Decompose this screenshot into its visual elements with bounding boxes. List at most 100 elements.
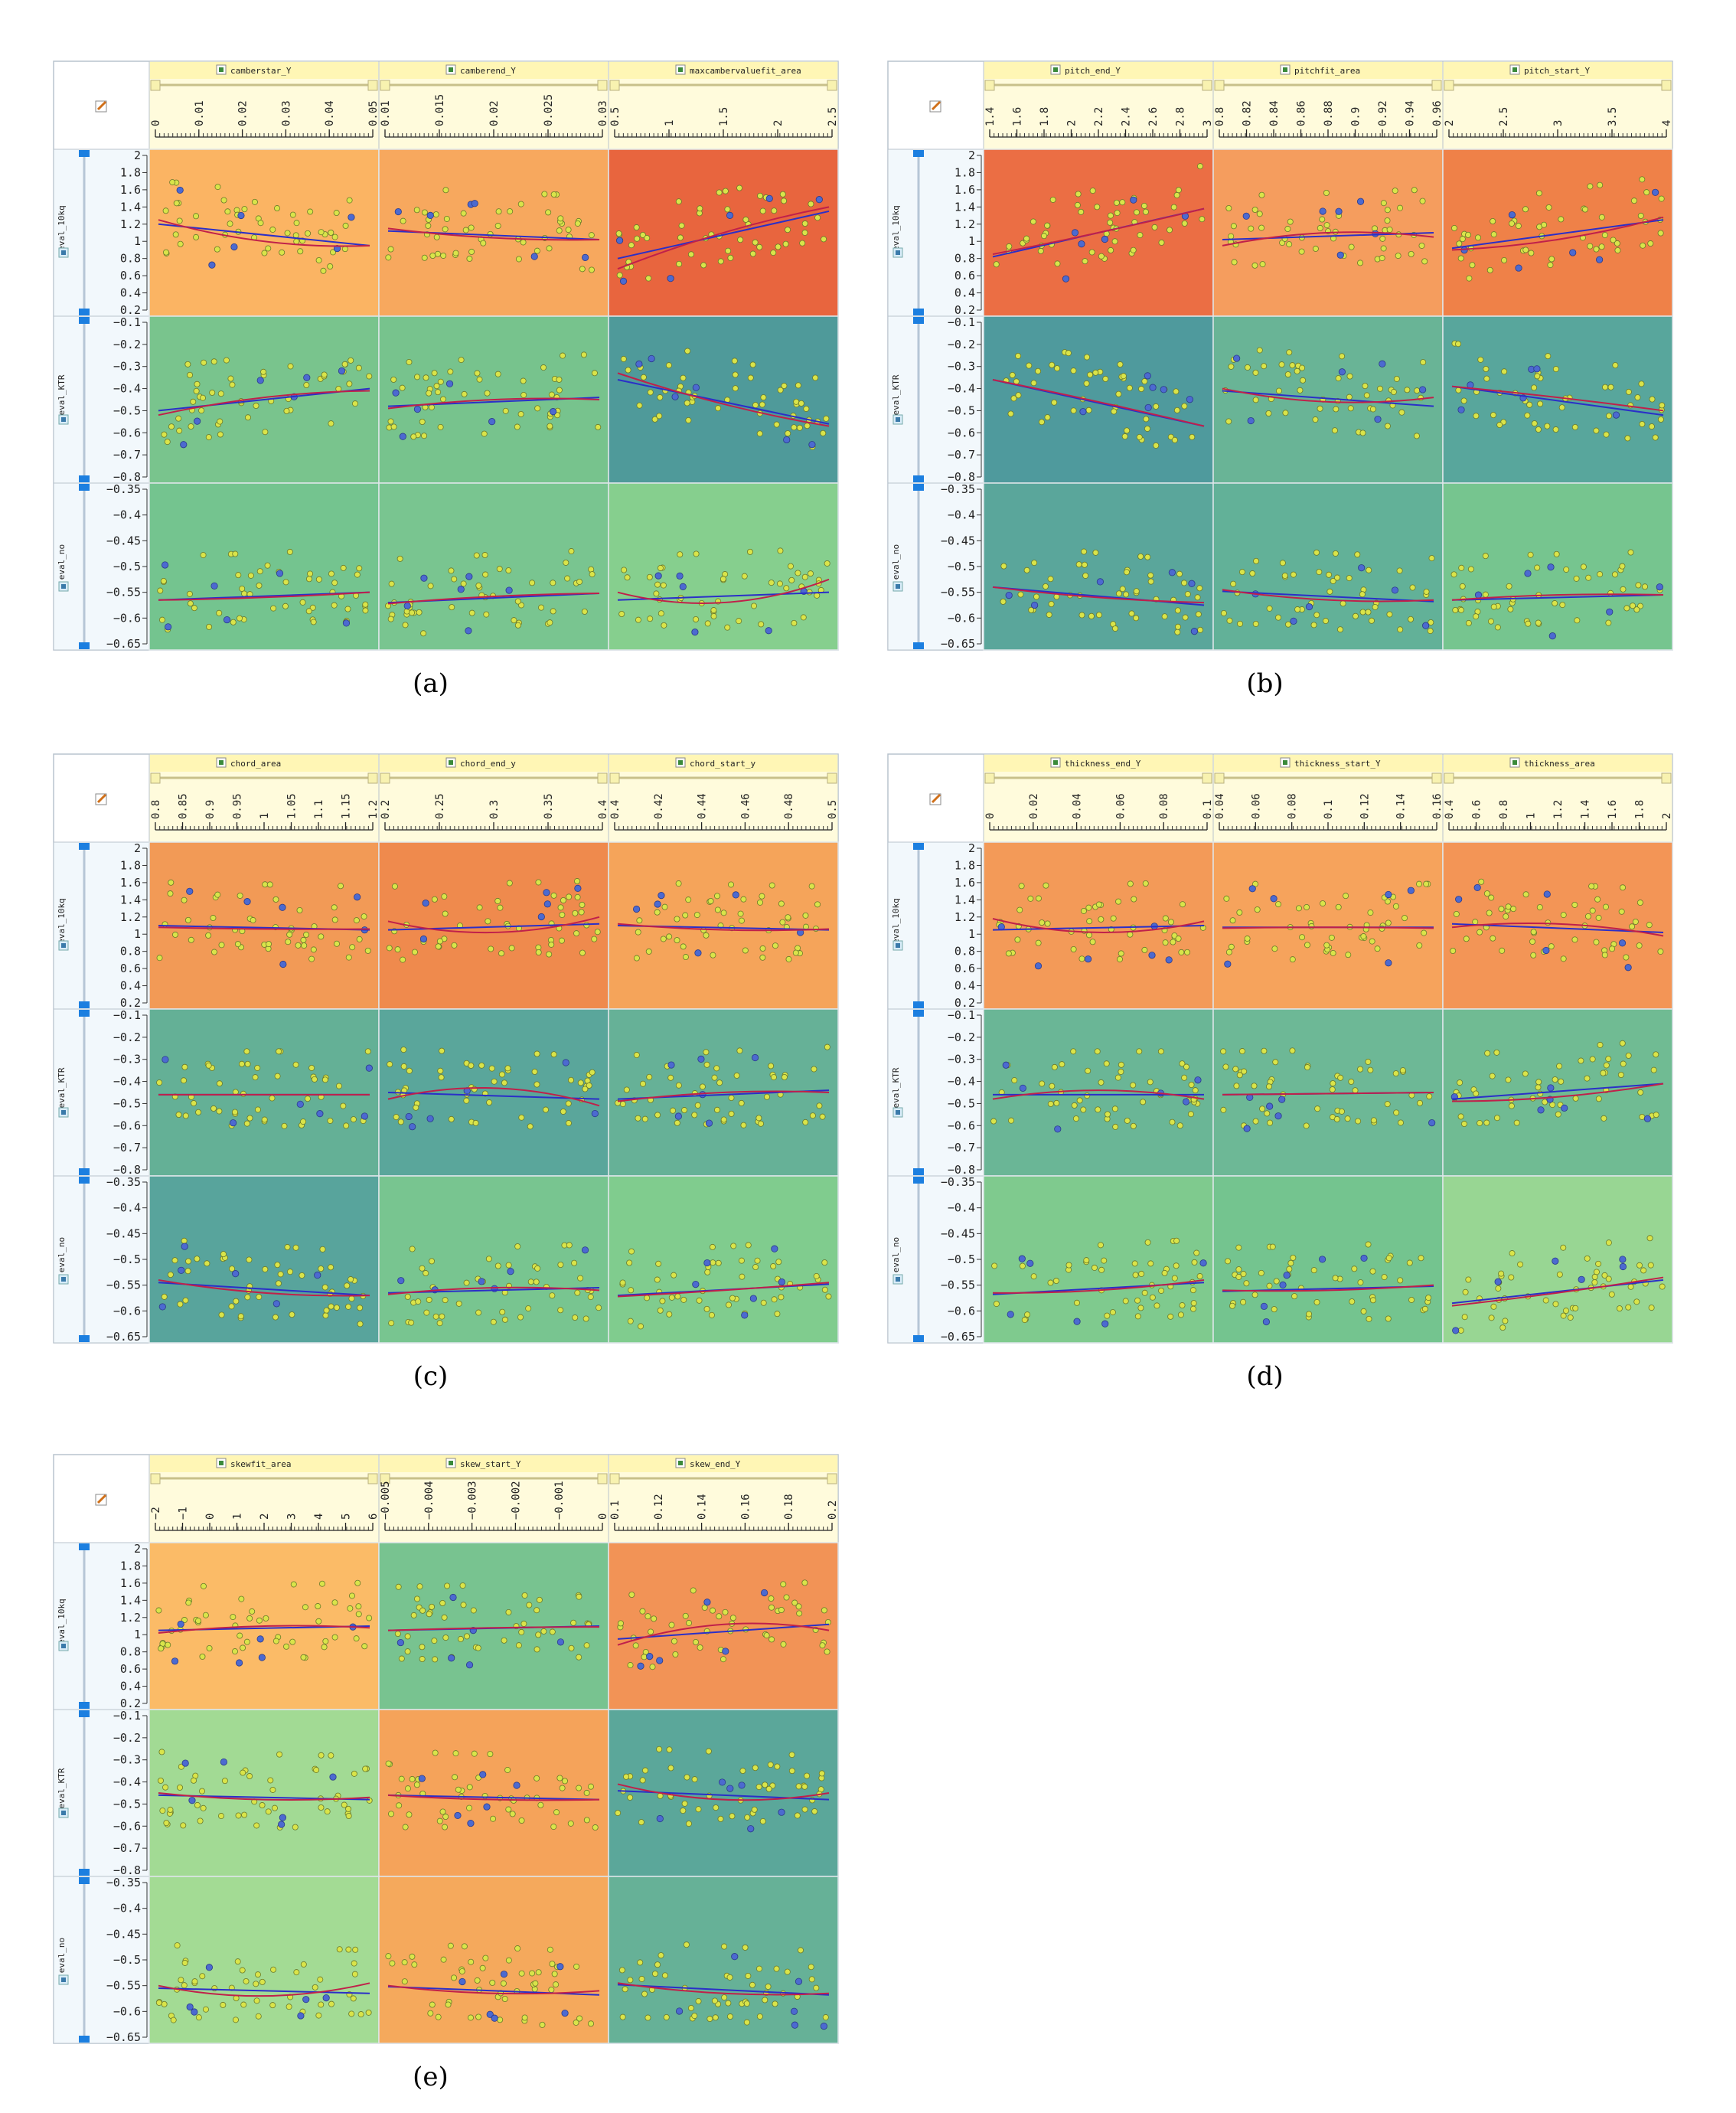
scatter-cell[interactable] [983,1008,1214,1177]
scatter-cell[interactable] [983,1175,1214,1344]
scatter-cell-bg[interactable] [1212,482,1444,651]
scatter-cell-bg[interactable] [1212,315,1444,484]
scatter-cell[interactable] [1212,482,1444,651]
scatter-cell[interactable] [1212,1008,1444,1177]
scatter-cell-bg[interactable] [1442,482,1673,651]
column-variable-icon-glyph[interactable] [678,1461,683,1465]
scatter-cell-bg[interactable] [608,482,839,651]
range-slider-handle-left[interactable] [1214,772,1225,784]
row-variable-icon[interactable] [892,1274,903,1285]
edit-icon[interactable] [95,100,107,113]
scatter-cell-bg[interactable] [983,482,1214,651]
scatter-cell[interactable] [378,1709,609,1877]
row-variable-icon-glyph[interactable] [61,1811,66,1815]
row-variable-icon[interactable] [58,247,69,258]
y-range-slider-handle-top[interactable] [79,1010,90,1017]
scatter-cell[interactable] [608,1175,839,1344]
scatter-cell[interactable] [1212,149,1444,317]
row-variable-icon[interactable] [58,1107,69,1118]
range-slider-handle-left[interactable] [1444,772,1454,784]
y-range-slider-handle-top[interactable] [913,1010,924,1017]
scatter-cell-bg[interactable] [1442,149,1673,317]
scatter-cell[interactable] [148,1876,380,2044]
edit-icon-pencil[interactable] [931,100,941,111]
range-slider-handle-left[interactable] [609,772,620,784]
edit-icon[interactable] [95,1494,107,1506]
column-variable-icon[interactable] [675,1458,686,1468]
column-variable-icon-glyph[interactable] [219,1461,224,1465]
y-range-slider-handle-top[interactable] [79,843,90,850]
range-slider-handle-right[interactable] [1202,80,1212,91]
row-variable-icon-glyph[interactable] [896,943,900,948]
column-variable-icon[interactable] [216,757,227,768]
scatter-cell-bg[interactable] [608,1175,839,1344]
scatter-cell[interactable] [148,315,380,484]
row-variable-icon-glyph[interactable] [61,584,66,589]
scatter-cell-bg[interactable] [1212,841,1444,1010]
row-variable-icon[interactable] [58,414,69,425]
edit-icon[interactable] [95,793,107,805]
scatter-cell[interactable] [378,1876,609,2044]
range-slider-handle-right[interactable] [367,80,378,91]
scatter-cell-bg[interactable] [1212,1175,1444,1344]
y-range-slider-handle-top[interactable] [913,317,924,324]
y-range-slider-handle-top[interactable] [79,1877,90,1884]
range-slider-handle-right[interactable] [1661,80,1672,91]
range-slider-handle-left[interactable] [150,80,161,91]
range-slider-handle-right[interactable] [1661,772,1672,784]
scatter-cell[interactable] [1442,315,1673,484]
scatter-cell[interactable] [1212,1175,1444,1344]
y-range-slider-handle-bottom[interactable] [913,309,924,315]
y-range-slider-handle-top[interactable] [913,150,924,157]
y-range-slider-handle-top[interactable] [79,484,90,491]
scatter-cell-bg[interactable] [148,1709,380,1877]
row-variable-icon[interactable] [892,1107,903,1118]
range-slider-handle-right[interactable] [827,1473,837,1484]
row-variable-icon-glyph[interactable] [61,943,66,948]
scatter-cell[interactable] [608,1542,839,1710]
scatter-cell-bg[interactable] [378,1709,609,1877]
row-variable-icon[interactable] [58,581,69,592]
range-slider-handle-left[interactable] [380,1473,390,1484]
row-variable-icon-glyph[interactable] [896,250,900,255]
column-variable-icon[interactable] [216,1458,227,1468]
y-range-slider-handle-top[interactable] [79,317,90,324]
scatter-cell[interactable] [608,841,839,1010]
y-range-slider-handle-top[interactable] [79,1543,90,1550]
column-variable-icon[interactable] [675,64,686,75]
scatter-cell[interactable] [1442,482,1673,651]
y-range-slider-handle-top[interactable] [79,1710,90,1717]
row-variable-icon-glyph[interactable] [61,1110,66,1115]
y-range-slider-handle-bottom[interactable] [913,475,924,482]
range-slider-handle-left[interactable] [984,80,995,91]
y-range-slider-handle-bottom[interactable] [79,475,90,482]
column-variable-icon-glyph[interactable] [1053,67,1058,72]
scatter-cell[interactable] [148,149,380,317]
column-variable-icon[interactable] [216,64,227,75]
scatter-cell[interactable] [1212,315,1444,484]
column-variable-icon[interactable] [445,757,456,768]
scatter-cell[interactable] [983,841,1214,1010]
row-variable-icon[interactable] [58,1641,69,1651]
column-variable-icon[interactable] [1509,64,1520,75]
column-variable-icon[interactable] [1280,64,1291,75]
y-range-slider-handle-bottom[interactable] [79,1869,90,1876]
column-variable-icon[interactable] [1050,64,1061,75]
row-variable-icon[interactable] [58,1808,69,1818]
scatter-cell[interactable] [148,1542,380,1710]
range-slider-handle-right[interactable] [1431,80,1442,91]
edit-icon-pencil[interactable] [96,100,107,111]
scatter-cell-bg[interactable] [378,1175,609,1344]
scatter-cell[interactable] [148,841,380,1010]
range-slider-handle-left[interactable] [150,772,161,784]
y-range-slider-handle-bottom[interactable] [79,1702,90,1709]
edit-icon[interactable] [929,793,941,805]
scatter-cell[interactable] [378,482,609,651]
range-slider-handle-right[interactable] [597,1473,608,1484]
scatter-cell[interactable] [608,149,839,317]
y-range-slider-handle-bottom[interactable] [913,1335,924,1342]
range-slider-handle-right[interactable] [1202,772,1212,784]
y-range-slider-handle-bottom[interactable] [913,1168,924,1175]
column-variable-icon-glyph[interactable] [449,760,453,765]
row-variable-icon[interactable] [58,940,69,951]
